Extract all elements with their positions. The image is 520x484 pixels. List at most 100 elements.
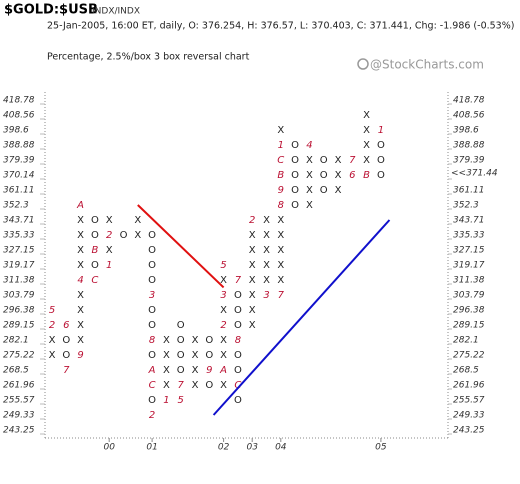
- y-tick-label: 275.22: [3, 350, 35, 360]
- y-tick-label: 379.39: [3, 156, 35, 166]
- box-mark: O: [148, 350, 156, 361]
- y-tick-label: 388.88: [3, 140, 35, 150]
- y2-tick-label: 388.88: [453, 140, 485, 150]
- year-label: 00: [103, 443, 115, 453]
- month-mark: 6: [349, 170, 355, 181]
- month-mark: C: [149, 380, 156, 391]
- box-mark: X: [220, 305, 227, 316]
- y-tick-label: 282.1: [3, 335, 29, 345]
- y2-tick-label: 352.3: [453, 201, 479, 211]
- box-mark: X: [77, 230, 84, 241]
- y-tick-label: 418.78: [3, 96, 35, 106]
- month-mark: 1: [106, 260, 112, 271]
- y2-tick-label: 303.79: [453, 290, 485, 300]
- y-tick-label: 319.17: [3, 260, 35, 270]
- month-mark: 8: [149, 335, 155, 346]
- year-label: 03: [246, 443, 258, 453]
- month-mark: B: [277, 170, 284, 181]
- box-mark: X: [192, 350, 199, 361]
- y-tick-label: 289.15: [3, 320, 35, 330]
- y2-tick-label: 327.15: [453, 245, 485, 255]
- box-mark: O: [148, 395, 156, 406]
- month-mark: A: [148, 365, 156, 376]
- y2-tick-label: 296.38: [453, 305, 485, 315]
- y2-tick-label: 319.17: [453, 260, 485, 270]
- box-mark: O: [320, 185, 328, 196]
- box-mark: X: [220, 335, 227, 346]
- box-mark: X: [192, 365, 199, 376]
- box-mark: O: [234, 395, 242, 406]
- subtitle: 25-Jan-2005, 16:00 ET, daily, O: 376.254…: [47, 21, 514, 32]
- box-mark: X: [263, 260, 270, 271]
- box-mark: O: [91, 260, 99, 271]
- trend-line: [212, 219, 391, 416]
- box-mark: X: [306, 185, 313, 196]
- y-tick-label: 335.33: [3, 230, 35, 240]
- box-mark: X: [263, 275, 270, 286]
- box-mark: O: [291, 170, 299, 181]
- month-mark: 3: [149, 290, 155, 301]
- y-tick-label: 398.6: [3, 126, 29, 136]
- month-mark: 2: [49, 320, 55, 331]
- box-mark: X: [363, 110, 370, 121]
- box-mark: O: [148, 275, 156, 286]
- y-tick-label: 370.14: [3, 170, 35, 180]
- last-price-label: <<371.44: [451, 168, 498, 178]
- year-label: 04: [275, 443, 287, 453]
- y2-tick-label: 408.56: [453, 111, 485, 121]
- box-mark: O: [205, 380, 213, 391]
- y2-tick-label: 343.71: [453, 215, 485, 225]
- box-mark: X: [335, 170, 342, 181]
- month-mark: C: [91, 275, 98, 286]
- exchange: INDX/INDX: [92, 7, 140, 17]
- box-mark: O: [148, 320, 156, 331]
- box-mark: X: [277, 125, 284, 136]
- box-mark: X: [363, 155, 370, 166]
- y-tick-label: 255.57: [3, 395, 35, 405]
- y-tick-label: 268.5: [3, 366, 29, 376]
- month-mark: 6: [63, 320, 69, 331]
- y-tick-label: 327.15: [3, 245, 35, 255]
- box-mark: O: [177, 350, 185, 361]
- month-mark: A: [219, 365, 227, 376]
- month-mark: A: [76, 200, 84, 211]
- box-mark: X: [77, 290, 84, 301]
- box-mark: X: [163, 335, 170, 346]
- box-mark: O: [234, 365, 242, 376]
- box-mark: O: [177, 320, 185, 331]
- box-mark: X: [77, 215, 84, 226]
- y2-tick-label: 418.78: [453, 96, 485, 106]
- y-tick-label: 303.79: [3, 290, 35, 300]
- y2-tick-label: 282.1: [453, 335, 479, 345]
- y2-tick-label: 243.25: [453, 426, 485, 436]
- box-mark: X: [363, 140, 370, 151]
- y2-tick-label: 289.15: [453, 320, 485, 330]
- box-mark: O: [177, 365, 185, 376]
- box-mark: O: [91, 215, 99, 226]
- box-mark: O: [234, 305, 242, 316]
- box-mark: O: [148, 230, 156, 241]
- box-mark: X: [106, 245, 113, 256]
- y-tick-label: 261.96: [3, 380, 35, 390]
- month-mark: 5: [49, 305, 55, 316]
- month-mark: 7: [349, 155, 356, 166]
- box-mark: X: [49, 335, 56, 346]
- box-mark: X: [77, 260, 84, 271]
- box-mark: X: [163, 365, 170, 376]
- y-tick-label: 296.38: [3, 305, 35, 315]
- box-mark: X: [134, 230, 141, 241]
- box-mark: O: [91, 230, 99, 241]
- month-mark: 8: [278, 200, 284, 211]
- watermark-icon: [357, 58, 369, 70]
- y2-tick-label: 249.33: [453, 411, 485, 421]
- month-mark: 2: [149, 410, 155, 421]
- y2-tick-label: 361.11: [453, 186, 485, 196]
- box-mark: X: [306, 200, 313, 211]
- month-mark: 9: [206, 365, 212, 376]
- box-mark: X: [306, 170, 313, 181]
- month-mark: 7: [278, 290, 285, 301]
- box-mark: X: [106, 215, 113, 226]
- year-label: 05: [375, 443, 387, 453]
- box-mark: X: [220, 380, 227, 391]
- box-mark: O: [62, 335, 70, 346]
